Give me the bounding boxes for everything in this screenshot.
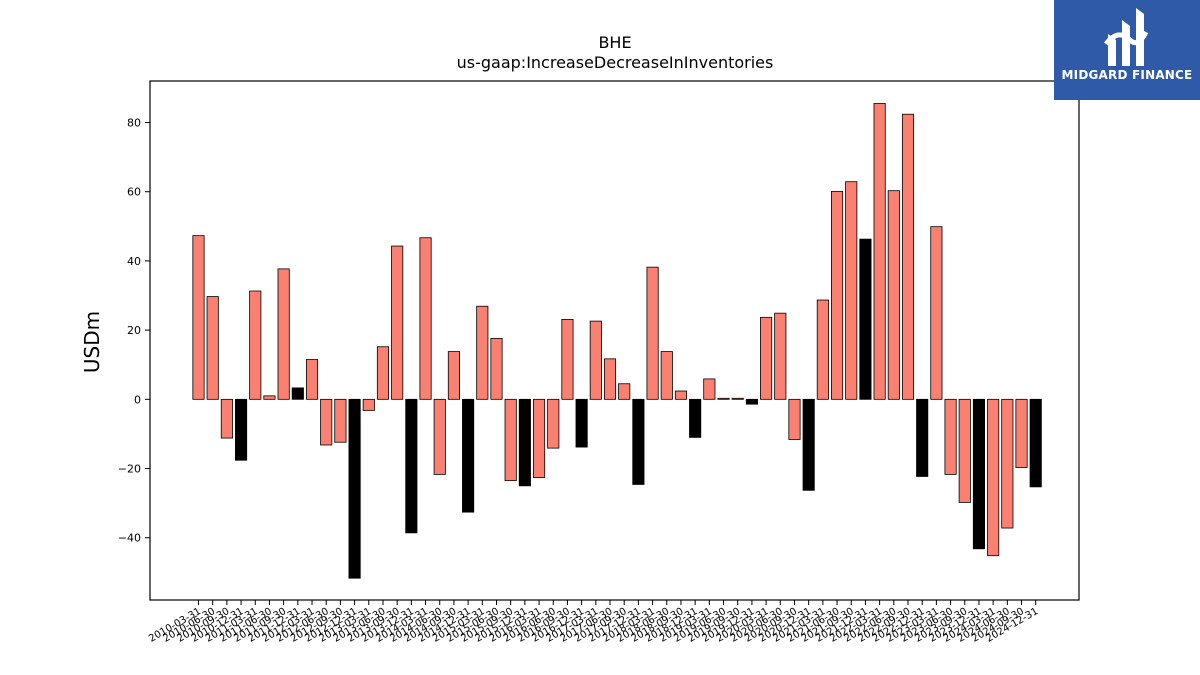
bar-2020-12-31 bbox=[802, 398, 815, 491]
bar-2012-03-31 bbox=[305, 359, 319, 400]
bar-2011-06-30 bbox=[263, 395, 276, 400]
bar-2010-03-31 bbox=[192, 235, 205, 400]
bar-2020-09-30 bbox=[788, 398, 801, 440]
bar-2010-12-31 bbox=[235, 398, 248, 461]
bar-2023-09-30 bbox=[958, 398, 971, 503]
y-axis-label: USDm bbox=[80, 311, 104, 373]
y-axis: −40 −20 0 20 40 60 80 bbox=[118, 117, 150, 545]
bar-2019-03-31 bbox=[703, 378, 716, 400]
bar-2012-12-31 bbox=[348, 398, 361, 579]
plot-frame bbox=[149, 80, 1080, 601]
bar-2022-09-30 bbox=[901, 113, 915, 400]
bar-2020-03-31 bbox=[760, 316, 773, 400]
bar-2015-06-30 bbox=[490, 338, 503, 400]
bar-2023-06-30 bbox=[944, 398, 957, 475]
y-tick-label: −20 bbox=[118, 463, 141, 476]
bar-2014-12-31 bbox=[462, 398, 475, 513]
bar-2015-09-30 bbox=[504, 398, 517, 482]
bar-2012-06-30 bbox=[320, 398, 333, 446]
bar-2022-06-30 bbox=[887, 190, 900, 400]
bar-2021-12-31 bbox=[859, 238, 872, 400]
bar-2016-09-30 bbox=[561, 318, 574, 400]
y-tick-label: 80 bbox=[127, 117, 141, 130]
bar-2017-12-31 bbox=[632, 398, 645, 485]
bar-2021-09-30 bbox=[845, 181, 858, 400]
bar-2021-03-31 bbox=[816, 299, 829, 400]
bar-2013-06-30 bbox=[376, 346, 390, 400]
bar-2014-09-30 bbox=[447, 351, 460, 400]
bar-2018-03-31 bbox=[646, 266, 659, 400]
bar-2021-06-30 bbox=[831, 190, 844, 400]
bar-2019-09-30 bbox=[731, 397, 744, 400]
bar-2022-12-31 bbox=[916, 398, 929, 477]
bar-2019-06-30 bbox=[717, 397, 730, 400]
bar-2013-09-30 bbox=[391, 245, 404, 400]
y-tick-label: −40 bbox=[118, 532, 141, 545]
brand-logo: MIDGARD FINANCE bbox=[1054, 0, 1200, 100]
chart-title: BHE bbox=[598, 33, 631, 52]
bar-2019-12-31 bbox=[745, 398, 758, 405]
bar-2023-03-31 bbox=[930, 226, 943, 400]
y-tick-label: 60 bbox=[127, 186, 141, 199]
bar-2016-12-31 bbox=[575, 398, 588, 448]
bar-2024-06-30 bbox=[1001, 398, 1014, 529]
y-tick-label: 40 bbox=[127, 255, 141, 268]
bar-2024-09-30 bbox=[1015, 398, 1028, 468]
bar-2022-03-31 bbox=[873, 103, 886, 400]
bar-2018-06-30 bbox=[660, 351, 673, 400]
bar-2010-09-30 bbox=[220, 398, 233, 439]
bar-2015-03-31 bbox=[476, 305, 489, 400]
bar-2023-12-31 bbox=[972, 398, 985, 550]
midgard-logo-icon bbox=[1104, 8, 1149, 66]
bar-2012-09-30 bbox=[334, 398, 347, 443]
bar-2011-09-30 bbox=[277, 268, 290, 400]
y-tick-label: 20 bbox=[127, 324, 141, 337]
bar-2014-06-30 bbox=[433, 398, 446, 475]
bar-2017-03-31 bbox=[589, 320, 602, 400]
bar-2011-12-31 bbox=[291, 387, 304, 400]
bar-2017-09-30 bbox=[618, 383, 631, 400]
bar-2018-09-30 bbox=[674, 390, 688, 400]
bar-2013-12-31 bbox=[405, 398, 418, 534]
bar-2024-03-31 bbox=[987, 398, 1000, 557]
bar-2018-12-31 bbox=[689, 398, 702, 438]
bar-2020-06-30 bbox=[774, 312, 787, 400]
bar-2015-12-31 bbox=[518, 398, 531, 487]
bars-group bbox=[192, 103, 1042, 579]
chart-subtitle: us-gaap:IncreaseDecreaseInInventories bbox=[457, 53, 774, 72]
brand-name: MIDGARD FINANCE bbox=[1061, 68, 1193, 82]
x-axis: 2010-03-312010-06-302010-09-302010-12-31… bbox=[147, 600, 1040, 645]
bar-2010-06-30 bbox=[206, 296, 219, 400]
y-tick-label: 0 bbox=[134, 393, 141, 406]
bar-2017-06-30 bbox=[603, 358, 617, 400]
bar-2016-03-31 bbox=[533, 398, 546, 478]
bar-2013-03-31 bbox=[362, 398, 375, 411]
bar-2016-06-30 bbox=[547, 398, 560, 449]
bar-2011-03-31 bbox=[249, 290, 262, 400]
bar-2014-03-31 bbox=[419, 237, 432, 400]
bar-2024-12-31 bbox=[1029, 398, 1042, 488]
